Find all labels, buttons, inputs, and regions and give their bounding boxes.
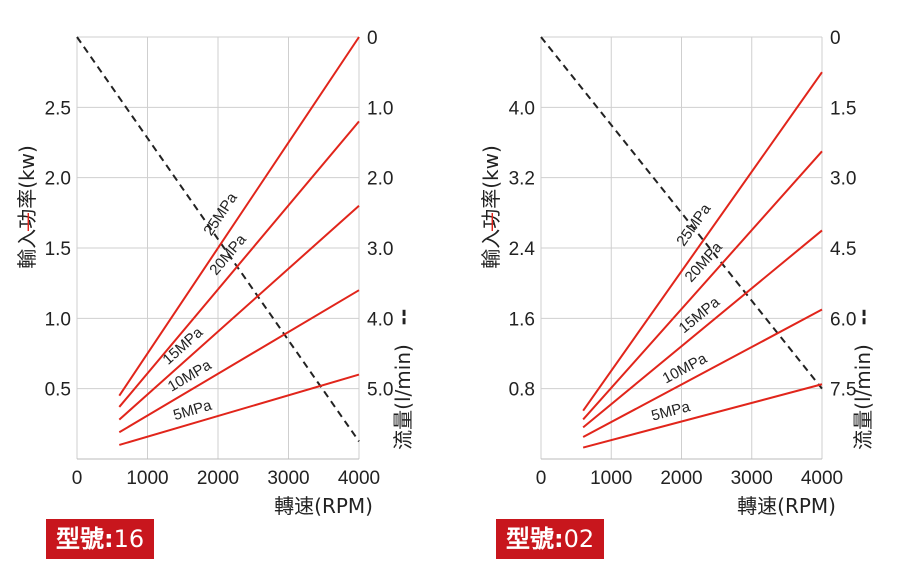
chart-0: 0 1000 2000 3000 4000 0.5 1.0 1.5 2.0 2.5 0 1.0 2.0 3… — [15, 28, 415, 518]
power-line-15mpa — [582, 229, 823, 429]
y-right-legend-marker: -- — [391, 309, 415, 326]
y-right-tick-label: 3.0 — [830, 169, 856, 190]
series-label-25mpa: 25MPa — [200, 189, 241, 239]
y-right-tick-label: 4.0 — [367, 309, 393, 330]
power-line-10mpa — [582, 308, 823, 438]
x-tick-label: 4000 — [338, 468, 380, 489]
power-line-5mpa — [119, 373, 360, 446]
y-left-axis-title: 輸入功率(kw) — [479, 145, 503, 269]
y-left-tick-label: 1.6 — [509, 309, 535, 330]
chart-1: 0 1000 2000 3000 4000 0.8 1.6 2.4 3.2 4.0 0 1.5 3.0 4… — [479, 28, 875, 518]
y-right-tick-label: 6.0 — [830, 309, 856, 330]
model-value: 16 — [113, 525, 145, 553]
y-right-tick-label: 5.0 — [367, 380, 393, 401]
y-left-tick-label: 0.5 — [45, 380, 71, 401]
flow-line — [76, 36, 360, 442]
x-tick-label: 2000 — [660, 468, 702, 489]
y-right-tick-label: 0 — [830, 28, 841, 49]
y-left-tick-label: 2.4 — [509, 239, 536, 260]
power-line-15mpa — [118, 205, 360, 421]
y-left-legend-marker: — — [479, 212, 503, 232]
x-tick-label: 1000 — [590, 468, 632, 489]
y-left-tick-label: 3.2 — [509, 169, 535, 190]
x-tick-label: 2000 — [197, 468, 239, 489]
y-right-tick-label: 4.5 — [830, 239, 856, 260]
y-right-tick-label: 1.5 — [830, 98, 856, 119]
power-line-25mpa — [582, 71, 823, 412]
x-tick-label: 3000 — [267, 468, 309, 489]
y-left-axis-title: 輸入功率(kw) — [15, 145, 39, 269]
model-separator: : — [554, 525, 564, 553]
power-line-20mpa — [118, 120, 360, 408]
model-separator: : — [104, 525, 114, 553]
x-tick-label: 0 — [72, 468, 83, 489]
x-tick-label: 3000 — [731, 468, 773, 489]
series-label-25mpa: 25MPa — [673, 200, 715, 249]
y-right-tick-label: 7.5 — [830, 380, 856, 401]
power-line-20mpa — [582, 150, 823, 421]
y-right-axis-title: 流量(l/min) — [391, 344, 415, 450]
y-right-tick-label: 2.0 — [367, 169, 393, 190]
y-left-tick-label: 1.5 — [45, 239, 71, 260]
y-left-tick-label: 4.0 — [509, 98, 535, 119]
model-label: 型號 — [506, 525, 554, 553]
power-line-25mpa — [118, 36, 360, 397]
x-tick-label: 0 — [536, 468, 547, 489]
y-right-tick-label: 1.0 — [367, 98, 393, 119]
x-axis-title: 轉速(RPM) — [274, 494, 373, 518]
y-right-tick-label: 3.0 — [367, 239, 393, 260]
y-left-tick-label: 1.0 — [45, 309, 71, 330]
model-badge-02: 型號:02 — [496, 519, 605, 559]
y-left-tick-label: 2.5 — [45, 98, 71, 119]
power-line-10mpa — [118, 289, 360, 434]
y-right-tick-label: 0 — [367, 28, 378, 49]
y-left-legend-marker: — — [15, 212, 39, 232]
y-left-tick-label: 0.8 — [509, 380, 535, 401]
y-right-legend-marker: -- — [851, 309, 875, 326]
model-value: 02 — [563, 525, 595, 553]
model-badge-16: 型號:16 — [46, 519, 155, 559]
x-tick-label: 4000 — [801, 468, 843, 489]
model-label: 型號 — [56, 525, 104, 553]
x-tick-label: 1000 — [126, 468, 168, 489]
y-right-axis-title: 流量(l/min) — [851, 344, 875, 450]
y-left-tick-label: 2.0 — [45, 169, 71, 190]
power-line-5mpa — [582, 383, 823, 449]
x-axis-title: 轉速(RPM) — [737, 494, 836, 518]
flow-line — [540, 36, 823, 390]
